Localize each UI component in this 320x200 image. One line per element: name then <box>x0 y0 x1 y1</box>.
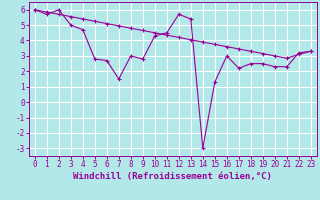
X-axis label: Windchill (Refroidissement éolien,°C): Windchill (Refroidissement éolien,°C) <box>73 172 272 181</box>
